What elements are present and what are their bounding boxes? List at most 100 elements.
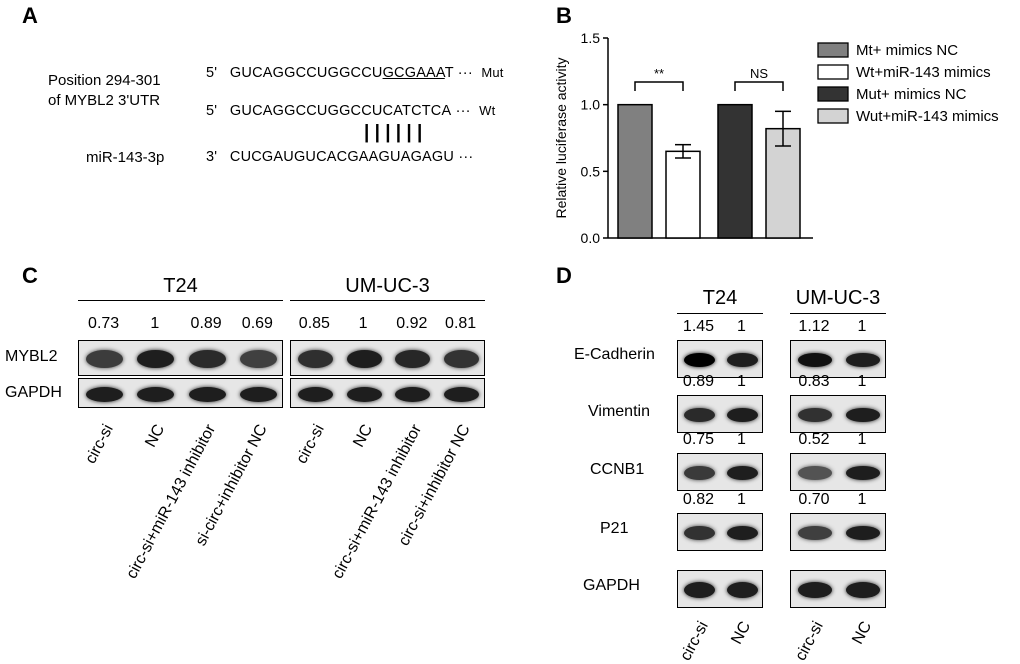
- blot-image: [790, 570, 886, 608]
- blot-band: [845, 408, 881, 422]
- y-axis-label: Relative luciferase activity: [553, 57, 569, 218]
- blot-band: [684, 466, 715, 480]
- quantification-value: 0.89: [682, 373, 715, 390]
- legend-swatch: [817, 42, 849, 58]
- bar: [717, 103, 753, 239]
- blot-band: [797, 353, 833, 367]
- lane-label: circ-si: [792, 618, 828, 664]
- blot-image: [290, 340, 485, 376]
- blot-band: [727, 408, 758, 422]
- blot-band: [444, 386, 480, 402]
- blot-band: [86, 350, 124, 368]
- blot-band: [395, 386, 431, 402]
- mirna-label: miR-143-3p: [86, 149, 165, 166]
- lane-label: NC: [142, 421, 168, 451]
- prime-label: 5': [206, 65, 218, 81]
- blot-band: [395, 350, 431, 368]
- sequence-row-mirna: 3' CUCGAUGUCACGAAGUAGAGU ···: [206, 149, 473, 165]
- blot-band: [137, 386, 175, 402]
- row-label: GAPDH: [583, 577, 640, 594]
- sequence-tag: Mut: [481, 65, 504, 80]
- legend-swatch: [817, 64, 849, 80]
- prime-label: 3': [206, 149, 218, 165]
- group-underline: [78, 300, 283, 301]
- mybl2-utr-label: of MYBL2 3'UTR: [48, 92, 161, 109]
- quantification-value: 0.89: [190, 315, 222, 332]
- blot-image: [677, 513, 763, 551]
- legend-label: Wt+miR-143 mimics: [856, 64, 991, 81]
- group-underline: [677, 313, 763, 314]
- legend-swatch: [817, 108, 849, 124]
- row-label-mybl2: MYBL2: [5, 348, 58, 365]
- blot-band: [188, 350, 226, 368]
- luciferase-bar-chart: 0.0 0.5 1.0 1.5 Relative luciferase activity…: [553, 30, 999, 246]
- blot-band: [684, 582, 715, 598]
- blot-band: [797, 526, 833, 540]
- blot-band: [137, 350, 175, 368]
- blot-image: [78, 378, 283, 408]
- panel-letter-d: D: [556, 263, 572, 288]
- lane-label: circ-si: [292, 421, 328, 467]
- bar: [617, 103, 653, 239]
- row-label: Vimentin: [588, 403, 650, 420]
- bar: [765, 127, 801, 239]
- quantification-value: 0.75: [682, 431, 715, 448]
- sequence-text: GUCAGGCCUGGCCU: [229, 65, 383, 81]
- quantification-value: 0.81: [445, 315, 477, 332]
- blot-image: [677, 570, 763, 608]
- quantification-value: 1: [358, 315, 368, 332]
- blot-band: [727, 582, 758, 598]
- sequence-tag: Wt: [479, 103, 496, 118]
- lane-label: NC: [728, 618, 755, 648]
- blot-band: [239, 386, 277, 402]
- blot-band: [239, 350, 277, 368]
- quantification-value: 0.83: [798, 373, 830, 390]
- blot-band: [684, 408, 715, 422]
- blot-band: [845, 353, 881, 367]
- blot-band: [444, 350, 480, 368]
- cell-line-title: T24: [163, 275, 198, 297]
- blot-image: [677, 453, 763, 491]
- quantification-value: 0.73: [88, 315, 120, 332]
- y-tick-label: 0.0: [581, 230, 601, 246]
- panel-letter-b: B: [556, 3, 572, 28]
- blot-image: [677, 395, 763, 433]
- cell-line-title: UM-UC-3: [795, 287, 881, 309]
- row-label: CCNB1: [590, 461, 645, 478]
- significance-label: **: [654, 66, 664, 81]
- panel-letter-c: C: [22, 263, 38, 288]
- blot-band: [684, 526, 715, 540]
- legend-swatch: [817, 86, 849, 102]
- blot-image: [78, 340, 283, 376]
- blot-band: [188, 386, 226, 402]
- row-label: P21: [600, 520, 629, 537]
- quantification-value: 1: [857, 431, 867, 448]
- blot-image: [790, 453, 886, 491]
- sequence-text: CUCGAUGUCACGAAGUAGAGU: [229, 149, 455, 165]
- blot-image: [790, 513, 886, 551]
- blot-band: [797, 582, 833, 598]
- quantification-value: 0.92: [396, 315, 428, 332]
- lane-label: circ-si: [82, 421, 117, 467]
- y-tick-label: 1.0: [581, 97, 601, 113]
- blot-band: [684, 353, 715, 367]
- quantification-value: 1: [150, 315, 160, 332]
- blot-band: [297, 386, 333, 402]
- blot-image: [790, 395, 886, 433]
- legend-label: Mut+ mimics NC: [856, 86, 967, 103]
- lane-label: NC: [350, 421, 377, 451]
- quantification-value: 0.70: [798, 491, 830, 508]
- y-tick-label: 0.5: [581, 163, 601, 179]
- quantification-value: 1: [737, 431, 746, 448]
- sequence-underlined: GCGAAA: [382, 65, 445, 81]
- significance-bracket: [634, 81, 684, 91]
- cell-line-title: UM-UC-3: [345, 275, 430, 297]
- blot-band: [797, 408, 833, 422]
- quantification-value: 0.69: [241, 315, 273, 332]
- sequence-tail: ···: [458, 149, 474, 165]
- panel-letter-a: A: [22, 3, 38, 28]
- blot-band: [845, 466, 881, 480]
- quantification-value: 1: [857, 318, 867, 335]
- quantification-value: 1.12: [798, 318, 830, 335]
- blot-band: [86, 386, 124, 402]
